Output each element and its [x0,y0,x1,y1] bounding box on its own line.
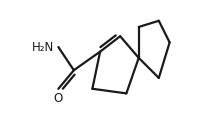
Text: O: O [54,92,63,104]
Text: H₂N: H₂N [31,40,54,54]
